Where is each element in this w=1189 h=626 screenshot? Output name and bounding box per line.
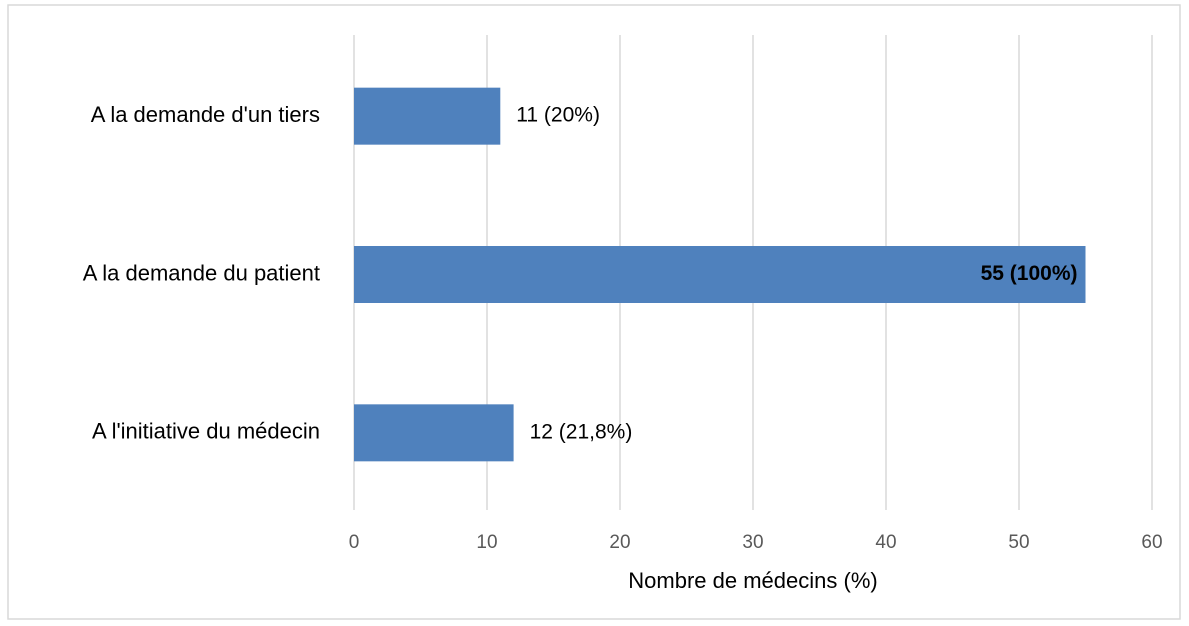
y-tick-label: A la demande du patient: [83, 260, 320, 285]
x-tick-label: 30: [742, 532, 763, 553]
bar: [354, 404, 514, 462]
data-label: 11 (20%): [516, 104, 600, 127]
y-tick-label: A l'initiative du médecin: [92, 419, 320, 444]
x-tick-label: 10: [476, 532, 497, 553]
chart-border: [7, 4, 1181, 620]
x-axis-title: Nombre de médecins (%): [628, 568, 877, 593]
x-tick-label: 20: [609, 532, 630, 553]
x-tick-label: 60: [1141, 532, 1162, 553]
data-label: 12 (21,8%): [530, 420, 633, 443]
bar: [354, 246, 1086, 303]
x-tick-label: 40: [875, 532, 896, 553]
y-tick-label: A la demande d'un tiers: [91, 102, 320, 127]
data-label: 55 (100%): [981, 262, 1078, 285]
x-tick-label: 0: [349, 532, 360, 553]
bar: [354, 87, 501, 145]
x-tick-label: 50: [1008, 532, 1029, 553]
